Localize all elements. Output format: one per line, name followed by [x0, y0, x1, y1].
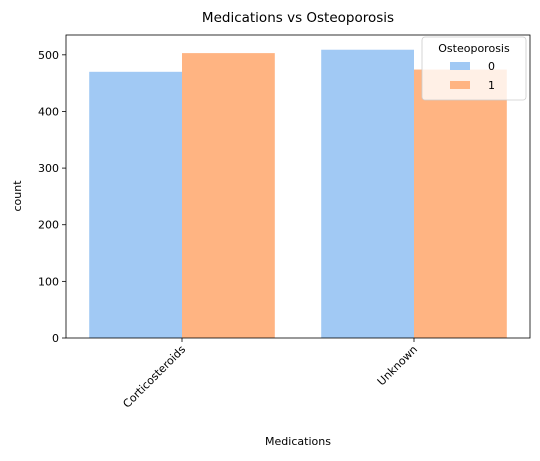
- legend-title: Osteoporosis: [438, 42, 510, 55]
- legend-label-series-1: 1: [488, 79, 495, 92]
- plot-area: 0 100 200 300 400 500 Corticosteroids Unknown: [38, 34, 531, 411]
- legend-swatch-series-1: [450, 81, 470, 89]
- legend-swatch-series-0: [450, 62, 470, 70]
- x-tick-label-corticosteroids: Corticosteroids: [120, 343, 188, 411]
- y-tick-label: 400: [38, 105, 59, 118]
- chart-title: Medications vs Osteoporosis: [202, 10, 394, 26]
- y-tick-label: 500: [38, 49, 59, 62]
- bar-corticosteroids-series-1: [182, 53, 275, 339]
- y-tick-label: 0: [52, 332, 59, 345]
- y-tick-label: 200: [38, 219, 59, 232]
- y-tick-label: 300: [38, 162, 59, 175]
- y-tick-label: 100: [38, 275, 59, 288]
- bar-unknown-series-0: [321, 49, 414, 338]
- legend: Osteoporosis 0 1: [421, 36, 527, 101]
- plot-frame: [65, 34, 531, 339]
- x-axis-label: Medications: [265, 435, 331, 448]
- legend-label-series-0: 0: [488, 60, 495, 73]
- bar-unknown-series-1: [414, 69, 507, 339]
- y-axis-label: count: [11, 180, 24, 212]
- bar-corticosteroids-series-0: [89, 71, 182, 338]
- legend-box: [421, 36, 527, 101]
- x-tick-label-unknown: Unknown: [375, 343, 420, 388]
